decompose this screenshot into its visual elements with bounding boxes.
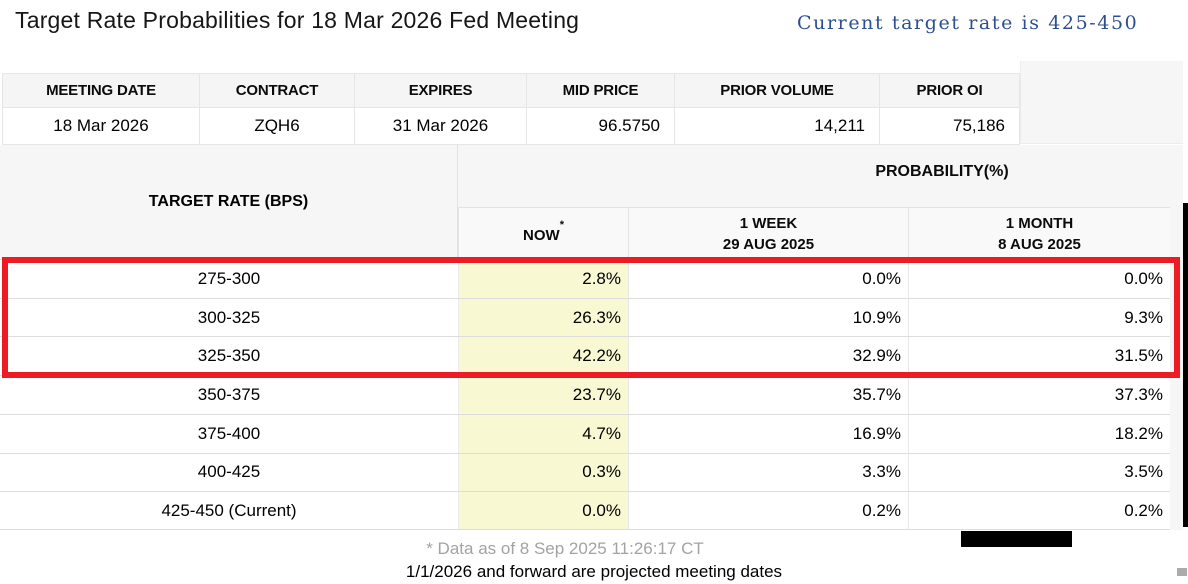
mid-price-value: 96.5750 xyxy=(527,108,675,144)
probability-rows: 275-300 2.8% 0.0% 0.0% 300-325 26.3% 10.… xyxy=(0,259,1170,530)
probability-pct-header: PROBABILITY(%) xyxy=(875,163,1009,180)
table-row-400-425: 400-425 0.3% 3.3% 3.5% xyxy=(0,452,1170,492)
table-row-425-450-current: 425-450 (Current) 0.0% 0.2% 0.2% xyxy=(0,491,1170,530)
now-probability: 2.8% xyxy=(458,260,628,298)
data-asof-note: * Data as of 8 Sep 2025 11:26:17 CT xyxy=(426,539,704,558)
footnote-asterisk: * xyxy=(559,219,564,231)
probability-group-header-row: TARGET RATE (BPS) PROBABILITY(%) xyxy=(0,145,1170,259)
rate-label: 350-375 xyxy=(197,384,261,404)
month-probability: 0.0% xyxy=(908,260,1170,298)
month-probability: 3.5% xyxy=(908,453,1170,492)
top-right-panel xyxy=(1020,61,1183,144)
right-gutter-panel xyxy=(1170,145,1183,530)
contract-table-data-row: 18 Mar 2026 ZQH6 31 Mar 2026 96.5750 14,… xyxy=(2,108,1020,145)
week-probability: 16.9% xyxy=(628,414,908,453)
month-probability: 18.2% xyxy=(908,414,1170,453)
week-probability: 0.0% xyxy=(628,260,908,298)
prior-oi-value: 75,186 xyxy=(880,108,1020,144)
col-header-1-month: 1 MONTH 8 AUG 2025 xyxy=(908,208,1170,259)
now-probability: 26.3% xyxy=(458,298,628,337)
table-row-300-325: 300-325 26.3% 10.9% 9.3% xyxy=(0,297,1170,337)
contract-table: MEETING DATE CONTRACT EXPIRES MID PRICE … xyxy=(2,73,1020,145)
week-probability: 10.9% xyxy=(628,298,908,337)
col-header-now: NOW* xyxy=(458,208,628,259)
month-probability: 9.3% xyxy=(908,298,1170,337)
target-rate-bps-header: TARGET RATE (BPS) xyxy=(0,145,458,259)
week-probability: 0.2% xyxy=(628,492,908,529)
contract-table-header-row: MEETING DATE CONTRACT EXPIRES MID PRICE … xyxy=(2,74,1020,108)
table-row-275-300: 275-300 2.8% 0.0% 0.0% xyxy=(0,259,1170,298)
month-probability: 31.5% xyxy=(908,337,1170,376)
col-header-meeting-date: MEETING DATE xyxy=(2,74,200,107)
rate-label: 275-300 xyxy=(197,268,261,288)
meeting-date-value: 18 Mar 2026 xyxy=(2,108,200,144)
week-probability: 3.3% xyxy=(628,453,908,492)
rate-label: 425-450 (Current) xyxy=(161,500,297,520)
col-header-contract: CONTRACT xyxy=(200,74,355,107)
rate-label: 325-350 xyxy=(197,346,261,366)
vertical-scrollbar-thumb[interactable] xyxy=(1183,203,1188,527)
rate-label: 400-425 xyxy=(197,462,261,482)
page-title: Target Rate Probabilities for 18 Mar 202… xyxy=(15,7,580,33)
rate-label: 375-400 xyxy=(197,423,261,443)
redaction-box xyxy=(961,531,1072,547)
scrollbar-corner xyxy=(1177,568,1187,576)
table-row-325-350: 325-350 42.2% 32.9% 31.5% xyxy=(0,336,1170,376)
week-label: 1 WEEK xyxy=(739,214,798,232)
col-header-prior-oi: PRIOR OI xyxy=(880,74,1020,107)
week-date: 29 AUG 2025 xyxy=(722,235,815,253)
week-probability: 35.7% xyxy=(628,376,908,414)
now-probability: 23.7% xyxy=(458,376,628,414)
table-row-375-400: 375-400 4.7% 16.9% 18.2% xyxy=(0,413,1170,453)
current-target-rate-note: Current target rate is 425-450 xyxy=(797,12,1139,34)
rate-label: 300-325 xyxy=(197,307,261,327)
now-label: NOW* xyxy=(523,219,564,244)
contract-value: ZQH6 xyxy=(200,108,355,144)
probability-table: TARGET RATE (BPS) PROBABILITY(%) NOW* 1 … xyxy=(0,145,1170,530)
col-header-prior-volume: PRIOR VOLUME xyxy=(675,74,880,107)
month-label: 1 MONTH xyxy=(1005,214,1074,232)
month-date: 8 AUG 2025 xyxy=(998,235,1081,253)
now-probability: 0.0% xyxy=(458,492,628,529)
projected-dates-note: 1/1/2026 and forward are projected meeti… xyxy=(405,562,783,581)
col-header-mid-price: MID PRICE xyxy=(527,74,675,107)
now-probability: 0.3% xyxy=(458,453,628,492)
month-probability: 0.2% xyxy=(908,492,1170,529)
week-probability: 32.9% xyxy=(628,337,908,376)
col-header-expires: EXPIRES xyxy=(355,74,527,107)
month-probability: 37.3% xyxy=(908,376,1170,414)
now-probability: 42.2% xyxy=(458,337,628,376)
table-row-350-375: 350-375 23.7% 35.7% 37.3% xyxy=(0,375,1170,414)
col-header-1-week: 1 WEEK 29 AUG 2025 xyxy=(628,208,908,259)
expires-value: 31 Mar 2026 xyxy=(355,108,527,144)
prior-volume-value: 14,211 xyxy=(675,108,880,144)
now-probability: 4.7% xyxy=(458,414,628,453)
